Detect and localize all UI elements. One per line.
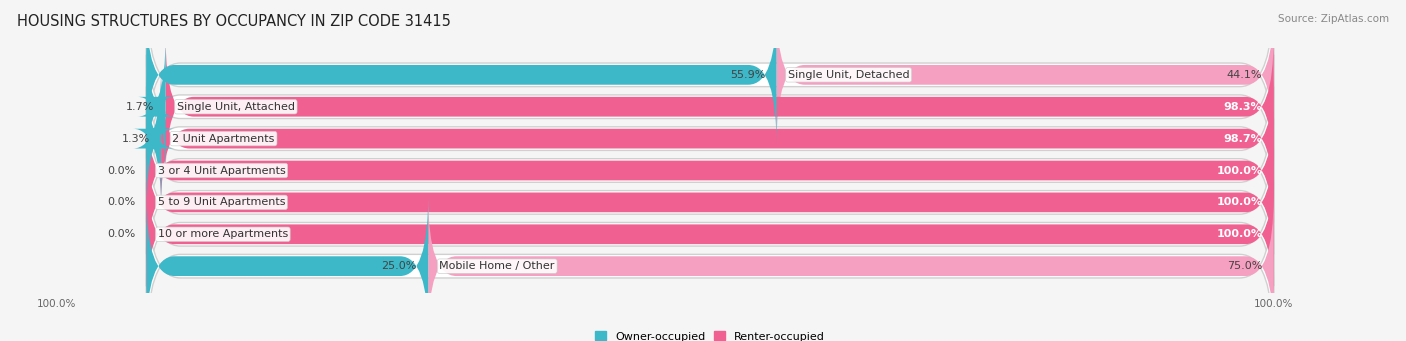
Text: 100.0%: 100.0% <box>1216 229 1263 239</box>
FancyBboxPatch shape <box>166 37 1274 177</box>
Text: Single Unit, Attached: Single Unit, Attached <box>177 102 295 112</box>
FancyBboxPatch shape <box>146 5 776 145</box>
FancyBboxPatch shape <box>146 196 429 336</box>
Text: Single Unit, Detached: Single Unit, Detached <box>787 70 910 80</box>
FancyBboxPatch shape <box>138 37 174 177</box>
Text: 0.0%: 0.0% <box>107 229 135 239</box>
FancyBboxPatch shape <box>146 23 1274 191</box>
Text: 98.3%: 98.3% <box>1223 102 1263 112</box>
FancyBboxPatch shape <box>146 0 1274 159</box>
FancyBboxPatch shape <box>146 101 1274 240</box>
Text: 0.0%: 0.0% <box>107 197 135 207</box>
Text: 0.0%: 0.0% <box>107 165 135 176</box>
Text: 100.0%: 100.0% <box>1216 197 1263 207</box>
FancyBboxPatch shape <box>134 69 174 208</box>
Text: 1.7%: 1.7% <box>127 102 155 112</box>
FancyBboxPatch shape <box>146 87 1274 254</box>
Text: 98.7%: 98.7% <box>1223 134 1263 144</box>
Text: 1.3%: 1.3% <box>121 134 150 144</box>
Text: 75.0%: 75.0% <box>1227 261 1263 271</box>
Text: 55.9%: 55.9% <box>730 70 765 80</box>
FancyBboxPatch shape <box>146 55 1274 222</box>
Text: Mobile Home / Other: Mobile Home / Other <box>440 261 555 271</box>
FancyBboxPatch shape <box>429 196 1274 336</box>
FancyBboxPatch shape <box>146 133 1274 272</box>
FancyBboxPatch shape <box>146 164 1274 304</box>
FancyBboxPatch shape <box>146 119 1274 286</box>
Legend: Owner-occupied, Renter-occupied: Owner-occupied, Renter-occupied <box>595 331 825 341</box>
Text: 25.0%: 25.0% <box>381 261 418 271</box>
FancyBboxPatch shape <box>146 150 1274 318</box>
Text: 2 Unit Apartments: 2 Unit Apartments <box>173 134 274 144</box>
Text: 5 to 9 Unit Apartments: 5 to 9 Unit Apartments <box>157 197 285 207</box>
Text: 10 or more Apartments: 10 or more Apartments <box>157 229 288 239</box>
FancyBboxPatch shape <box>162 69 1274 208</box>
Text: HOUSING STRUCTURES BY OCCUPANCY IN ZIP CODE 31415: HOUSING STRUCTURES BY OCCUPANCY IN ZIP C… <box>17 14 451 29</box>
Text: 44.1%: 44.1% <box>1227 70 1263 80</box>
Text: 3 or 4 Unit Apartments: 3 or 4 Unit Apartments <box>157 165 285 176</box>
FancyBboxPatch shape <box>776 5 1274 145</box>
Text: Source: ZipAtlas.com: Source: ZipAtlas.com <box>1278 14 1389 24</box>
Text: 100.0%: 100.0% <box>1216 165 1263 176</box>
FancyBboxPatch shape <box>146 182 1274 341</box>
